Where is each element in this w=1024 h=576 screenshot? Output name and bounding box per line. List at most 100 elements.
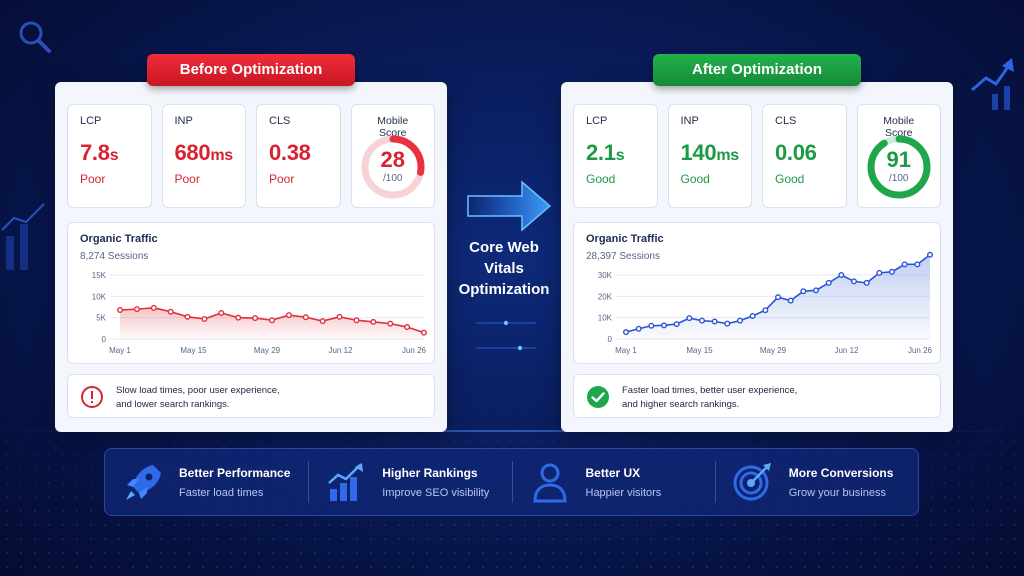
metric-value: 0.06 (775, 140, 817, 165)
data-point (370, 318, 377, 325)
score-label: Mobile Score (883, 115, 915, 139)
bar-chart-icon (328, 463, 364, 501)
before-traffic-chart: 0 5K 10K 15K May 1 May 15 May 29 Jun 12 Jun 26 O… (67, 222, 435, 364)
chart-title: Organic Traffic (80, 233, 158, 245)
data-point (302, 314, 309, 321)
before-traffic-svg: 0 5K 10K 15K May 1 May 15 May 29 Jun 12 Jun 26 (92, 271, 428, 355)
data-point (235, 314, 242, 321)
x-tick-label: May 15 (686, 346, 713, 355)
score-value: 91 (886, 147, 911, 172)
y-tick-label: 5K (96, 314, 106, 323)
data-point (252, 315, 259, 322)
after-lcp-card: LCP 2.1s Good (573, 104, 658, 208)
chart-title: Organic Traffic (586, 233, 664, 245)
data-point (421, 329, 428, 336)
feature-higher-rankings: Higher Rankings Improve SEO visibility (308, 449, 511, 515)
x-tick-label: May 1 (109, 346, 131, 355)
data-point (736, 317, 743, 324)
data-point (387, 320, 394, 327)
background-glow-line (0, 430, 1024, 432)
data-point (133, 306, 140, 313)
before-note: Slow load times, poor user experience, a… (67, 374, 435, 418)
chart-subtitle: 8,274 Sessions (80, 251, 149, 262)
data-point (404, 324, 411, 331)
features-bar: Better Performance Faster load times Hig… (104, 448, 919, 516)
metric-name: CLS (269, 115, 291, 127)
x-tick-label: Jun 12 (834, 346, 859, 355)
x-tick-label: May 29 (760, 346, 787, 355)
feature-subtitle: Improve SEO visibility (382, 487, 490, 499)
data-point (838, 272, 845, 279)
rocket-icon (126, 465, 161, 500)
data-point (762, 307, 769, 314)
after-cls-card: CLS 0.06 Good (762, 104, 847, 208)
metric-value: 140ms (680, 140, 740, 165)
y-tick-label: 0 (102, 335, 107, 344)
data-point (889, 268, 896, 275)
before-cls-card: CLS 0.38 Poor (256, 104, 341, 208)
feature-better-performance: Better Performance Faster load times (105, 449, 308, 515)
after-mobile-score-card: Mobile Score 91 /100 (856, 104, 941, 208)
after-traffic-svg: 0 10K 20K 30K May 1 May 15 May 29 Jun 12 Jun 26 (598, 251, 934, 355)
before-panel: Before Optimization LCP 7.8s Poor INP 68… (55, 54, 447, 432)
after-traffic-chart: 0 10K 20K 30K May 1 May 15 May 29 Jun 12 Jun 26 … (573, 222, 941, 364)
after-score-gauge: 91 /100 (865, 133, 933, 201)
data-point (635, 325, 642, 332)
note-text: Faster load times, better user experienc… (622, 385, 798, 410)
data-point (673, 321, 680, 328)
magnifier-icon (19, 21, 51, 53)
data-point (863, 279, 870, 286)
y-tick-label: 0 (608, 335, 613, 344)
before-lcp-card: LCP 7.8s Poor (67, 104, 152, 208)
data-point (800, 288, 807, 295)
data-point (336, 313, 343, 320)
data-point (698, 317, 705, 324)
metric-status: Poor (269, 172, 295, 186)
metric-status: Poor (174, 172, 200, 186)
metric-value: 0.38 (269, 140, 311, 165)
before-mobile-score-card: Mobile Score 28 /100 (350, 104, 435, 208)
feature-better-ux: Better UX Happier visitors (511, 449, 715, 515)
trend-arrow-icon (971, 58, 1014, 110)
data-point (353, 317, 360, 324)
data-point (150, 304, 157, 311)
feature-title: Better UX (585, 466, 641, 480)
score-value: 28 (380, 147, 405, 172)
score-denominator: /100 (889, 173, 909, 184)
feature-title: Better Performance (179, 466, 291, 480)
decorative-dots (476, 345, 536, 351)
feature-more-conversions: More Conversions Grow your business (714, 449, 918, 515)
data-point (218, 309, 225, 316)
data-point (623, 329, 630, 336)
data-point (285, 312, 292, 319)
metric-name: LCP (80, 115, 102, 127)
metric-status: Good (680, 172, 710, 186)
data-point (117, 306, 124, 313)
y-tick-label: 20K (598, 292, 613, 301)
data-point (749, 312, 756, 319)
data-point (319, 318, 326, 325)
before-metric-cards: LCP 7.8s Poor INP 680ms Poor CLS 0.38 Po… (67, 104, 435, 208)
data-point (268, 317, 275, 324)
metric-status: Poor (80, 172, 106, 186)
after-panel: After Optimization LCP 2.1s Good INP 140… (561, 54, 953, 432)
background-bars-icon (1, 203, 45, 270)
feature-title: More Conversions (788, 466, 894, 480)
decorative-dots (476, 320, 536, 326)
data-point (660, 322, 667, 329)
user-icon (532, 463, 567, 503)
after-label: After Optimization (653, 54, 861, 86)
data-point (851, 278, 858, 285)
metric-name: CLS (775, 115, 797, 127)
data-point (724, 320, 731, 327)
warning-icon (81, 386, 103, 408)
x-tick-label: Jun 26 (908, 346, 933, 355)
after-inp-card: INP 140ms Good (667, 104, 752, 208)
data-point (876, 269, 883, 276)
x-tick-label: Jun 12 (328, 346, 353, 355)
right-arrow-icon (467, 180, 552, 232)
metric-status: Good (775, 172, 805, 186)
series-area (626, 254, 930, 339)
score-denominator: /100 (383, 173, 403, 184)
target-icon (733, 463, 771, 501)
